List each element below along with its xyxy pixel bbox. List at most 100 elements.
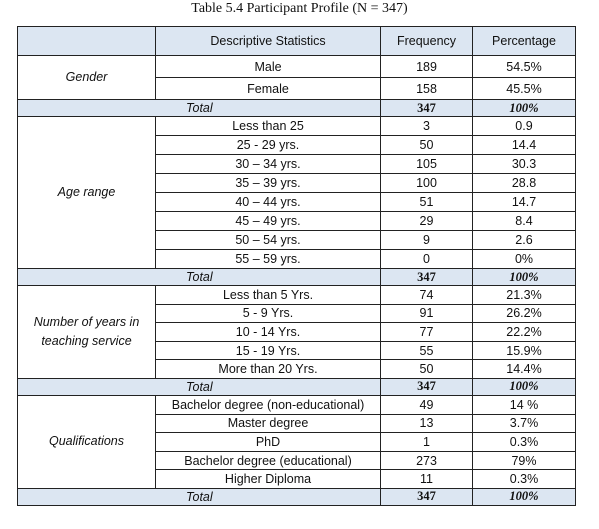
cell: 50 – 54 yrs. [155,230,381,250]
cell: 54.5% [472,55,576,78]
cell: Female [155,77,381,100]
cell: 5 - 9 Yrs. [155,303,381,324]
cell: 0% [472,249,576,269]
cell: 55 [380,340,473,361]
header-cell [17,26,156,56]
cell: 105 [380,154,473,174]
cell: 2.6 [472,230,576,250]
data-row: 10 - 14 Yrs. 77 22.2% [18,322,576,342]
cell: 10 - 14 Yrs. [155,322,381,342]
cell: 3 [380,116,473,136]
total-percentage: 100% [472,268,576,286]
cell: 26.2% [472,303,576,324]
cell: Less than 25 [155,116,381,136]
cell: 158 [380,77,473,100]
cell: Bachelor degree (non-educational) [155,394,381,415]
header-row: Descriptive Statistics Frequency Percentag… [17,26,576,56]
cell: 0.3% [472,432,576,452]
total-row: Total 347 100% [17,268,576,286]
data-row: Age range Less than 25 3 0.9 [17,116,576,269]
cell: Master degree [155,413,381,434]
cell: 15.9% [472,340,576,361]
total-frequency: 347 [380,377,473,396]
data-row: 5 - 9 Yrs. 91 26.2% [18,303,576,324]
data-row: Number of years in teaching service Less … [17,285,576,379]
cell: 11 [380,469,473,489]
cell: 30.3 [472,154,576,174]
cell: 74 [380,285,473,305]
cell: 0.3% [472,469,576,489]
cell: 49 [380,394,473,415]
cell: 50 [380,359,473,379]
cell: 3.7% [472,413,576,434]
cell: 189 [380,55,473,78]
cell: 22.2% [472,322,576,342]
cell: 28.8 [472,173,576,193]
total-row: Total 347 100% [17,99,576,117]
cell: 40 – 44 yrs. [155,192,381,212]
data-row: Master degree 13 3.7% [18,413,576,434]
total-label: Total [17,268,381,286]
cell: More than 20 Yrs. [155,359,381,379]
cell: PhD [155,432,381,452]
table-title: Table 5.4 Participant Profile (N = 347) [191,1,408,16]
cell: 14 % [472,394,576,415]
total-row: Total 347 100% [17,487,576,506]
table-body: Descriptive Statistics Frequency Percentag… [17,26,576,506]
cell: 9 [380,230,473,250]
data-row: 50 – 54 yrs. 9 2.6 [18,230,576,250]
total-percentage: 100% [472,99,576,117]
total-row: Total 347 100% [17,377,576,396]
data-row: Higher Diploma 11 0.3% [18,469,576,489]
group-label: Qualifications [17,394,156,489]
group-label: Age range [17,116,156,269]
data-row: Qualifications Bachelor degree (non-educa… [17,394,576,489]
cell: 35 – 39 yrs. [155,173,381,193]
header-cell: Frequency [380,26,473,56]
cell: 79% [472,450,576,471]
cell: 100 [380,173,473,193]
data-row: 40 – 44 yrs. 51 14.7 [18,192,576,212]
data-row: Bachelor degree (educational) 273 79% [18,450,576,471]
cell: 0.9 [472,116,576,136]
total-frequency: 347 [380,99,473,117]
data-row: PhD 1 0.3% [18,432,576,452]
data-row: 45 – 49 yrs. 29 8.4 [18,211,576,231]
cell: Less than 5 Yrs. [155,285,381,305]
data-row: 55 – 59 yrs. 0 0% [18,249,576,269]
data-row: 25 - 29 yrs. 50 14.4 [18,135,576,155]
data-row: 35 – 39 yrs. 100 28.8 [18,173,576,193]
total-frequency: 347 [380,268,473,286]
cell: 51 [380,192,473,212]
cell: 8.4 [472,211,576,231]
cell: Male [155,55,381,78]
header-cell: Percentage [472,26,576,56]
cell: 1 [380,432,473,452]
cell: 14.4% [472,359,576,379]
cell: 273 [380,450,473,471]
profile-table: Descriptive Statistics Frequency Percentag… [17,26,576,506]
cell: 29 [380,211,473,231]
data-row: 15 - 19 Yrs. 55 15.9% [18,340,576,361]
group-label: Gender [17,55,156,100]
data-row: Gender Male 189 54.5% [17,55,576,100]
total-percentage: 100% [472,377,576,396]
group-label: Number of years in teaching service [17,285,156,379]
cell: Bachelor degree (educational) [155,450,381,471]
total-label: Total [17,487,381,506]
cell: 50 [380,135,473,155]
total-frequency: 347 [380,487,473,506]
cell: 30 – 34 yrs. [155,154,381,174]
cell: 45.5% [472,77,576,100]
total-percentage: 100% [472,487,576,506]
cell: 14.4 [472,135,576,155]
cell: 91 [380,303,473,324]
cell: 77 [380,322,473,342]
cell: 0 [380,249,473,269]
total-label: Total [17,99,381,117]
cell: 25 - 29 yrs. [155,135,381,155]
cell: Higher Diploma [155,469,381,489]
cell: 45 – 49 yrs. [155,211,381,231]
header-cell: Descriptive Statistics [155,26,381,56]
